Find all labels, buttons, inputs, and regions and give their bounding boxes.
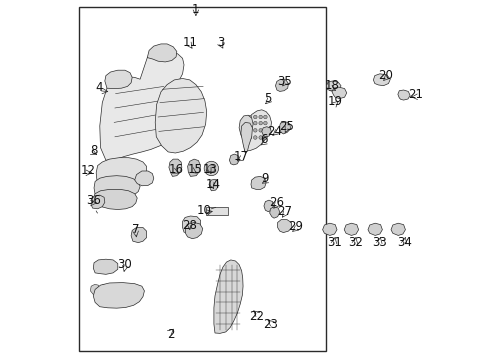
Text: 34: 34 [396, 237, 411, 249]
Polygon shape [213, 260, 243, 333]
Polygon shape [229, 154, 239, 165]
Text: 22: 22 [249, 310, 264, 323]
Circle shape [263, 115, 266, 119]
Circle shape [247, 136, 251, 139]
Circle shape [258, 136, 262, 139]
Polygon shape [108, 284, 118, 295]
Polygon shape [326, 81, 340, 92]
Polygon shape [390, 223, 405, 235]
Text: 35: 35 [277, 75, 292, 87]
Text: 14: 14 [205, 178, 220, 191]
Polygon shape [90, 284, 100, 295]
Text: 13: 13 [203, 163, 217, 176]
Polygon shape [187, 159, 200, 176]
Polygon shape [131, 228, 146, 243]
Polygon shape [373, 74, 389, 86]
Polygon shape [117, 284, 126, 295]
Circle shape [253, 115, 257, 119]
Polygon shape [331, 87, 346, 99]
Text: 21: 21 [407, 88, 422, 101]
Polygon shape [93, 283, 144, 308]
Polygon shape [104, 70, 132, 89]
Polygon shape [182, 216, 200, 233]
Text: 4: 4 [95, 81, 102, 94]
Circle shape [253, 129, 257, 132]
Text: 24: 24 [267, 125, 282, 138]
Circle shape [258, 129, 262, 132]
Polygon shape [218, 266, 237, 332]
Text: 17: 17 [233, 150, 248, 163]
Text: 30: 30 [118, 258, 132, 271]
Polygon shape [269, 207, 279, 218]
Text: 32: 32 [347, 237, 362, 249]
Polygon shape [397, 90, 409, 100]
Text: 15: 15 [187, 163, 202, 176]
Polygon shape [168, 159, 182, 176]
Text: 9: 9 [261, 172, 268, 185]
Polygon shape [96, 158, 146, 185]
Polygon shape [91, 195, 104, 209]
Text: 16: 16 [168, 163, 183, 176]
Text: 31: 31 [326, 237, 341, 249]
Text: 27: 27 [277, 205, 292, 218]
Circle shape [263, 129, 266, 132]
Polygon shape [126, 284, 136, 295]
Bar [206, 207, 227, 215]
Polygon shape [344, 223, 358, 235]
Text: 26: 26 [268, 196, 283, 209]
Text: 20: 20 [378, 69, 393, 82]
Text: 3: 3 [217, 36, 224, 49]
Polygon shape [261, 127, 271, 137]
Polygon shape [209, 179, 218, 191]
Polygon shape [244, 110, 271, 151]
Circle shape [247, 115, 251, 119]
Text: 2: 2 [166, 328, 174, 341]
Circle shape [258, 121, 262, 125]
Text: 1: 1 [192, 3, 199, 15]
Circle shape [204, 161, 218, 176]
Circle shape [247, 129, 251, 132]
Circle shape [258, 115, 262, 119]
Bar [79, 7, 325, 351]
Text: 28: 28 [182, 219, 197, 232]
Polygon shape [155, 78, 206, 153]
Polygon shape [99, 284, 108, 295]
Text: 18: 18 [324, 79, 338, 92]
Text: 33: 33 [372, 237, 386, 249]
Polygon shape [367, 223, 382, 235]
Polygon shape [94, 176, 140, 197]
Polygon shape [100, 50, 183, 160]
Text: 6: 6 [260, 133, 267, 146]
Polygon shape [241, 122, 252, 153]
Text: 8: 8 [90, 144, 98, 157]
Circle shape [247, 121, 251, 125]
Circle shape [263, 136, 266, 139]
Polygon shape [93, 259, 118, 274]
Text: 12: 12 [80, 164, 95, 177]
Text: 11: 11 [182, 36, 197, 49]
Polygon shape [322, 223, 336, 235]
Text: 7: 7 [132, 223, 139, 236]
Circle shape [263, 121, 266, 125]
Circle shape [253, 121, 257, 125]
Polygon shape [264, 200, 273, 212]
Polygon shape [250, 176, 265, 189]
Text: 10: 10 [196, 204, 211, 217]
Polygon shape [239, 115, 253, 140]
Polygon shape [277, 220, 291, 233]
Polygon shape [147, 44, 177, 62]
Polygon shape [279, 122, 290, 134]
Polygon shape [93, 189, 137, 210]
Polygon shape [134, 171, 153, 186]
Polygon shape [185, 222, 203, 239]
Text: 23: 23 [263, 318, 277, 331]
Circle shape [207, 165, 215, 172]
Polygon shape [275, 79, 288, 91]
Text: 36: 36 [86, 194, 101, 207]
Text: 29: 29 [287, 220, 302, 233]
Text: 19: 19 [327, 95, 342, 108]
Text: 5: 5 [264, 92, 271, 105]
Circle shape [253, 136, 257, 139]
Text: 25: 25 [279, 120, 294, 133]
